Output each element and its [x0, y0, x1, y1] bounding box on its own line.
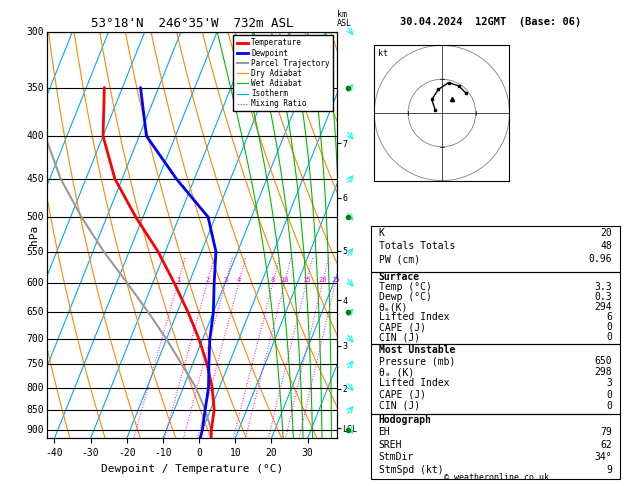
- Text: kt: kt: [378, 50, 388, 58]
- Text: 600: 600: [26, 278, 44, 288]
- Legend: Temperature, Dewpoint, Parcel Trajectory, Dry Adiabat, Wet Adiabat, Isotherm, Mi: Temperature, Dewpoint, Parcel Trajectory…: [233, 35, 333, 111]
- Text: 3: 3: [606, 379, 612, 388]
- Text: 25: 25: [331, 277, 340, 283]
- Text: 0.3: 0.3: [594, 292, 612, 302]
- Text: 650: 650: [594, 356, 612, 366]
- Text: 800: 800: [26, 382, 44, 393]
- Text: 500: 500: [26, 212, 44, 222]
- Text: K: K: [379, 228, 384, 238]
- Text: CIN (J): CIN (J): [379, 401, 420, 411]
- Bar: [371, 414, 620, 479]
- Text: 650: 650: [26, 307, 44, 317]
- Text: 30.04.2024  12GMT  (Base: 06): 30.04.2024 12GMT (Base: 06): [400, 17, 581, 27]
- Text: 4: 4: [237, 277, 241, 283]
- Text: PW (cm): PW (cm): [379, 254, 420, 264]
- Text: CAPE (J): CAPE (J): [379, 322, 426, 332]
- Text: 700: 700: [26, 334, 44, 344]
- Text: km
ASL: km ASL: [337, 10, 352, 28]
- Text: hPa: hPa: [29, 225, 39, 245]
- Text: Totals Totals: Totals Totals: [379, 241, 455, 251]
- Text: Lifted Index: Lifted Index: [379, 312, 449, 322]
- Bar: [371, 344, 620, 414]
- Text: 0: 0: [606, 390, 612, 399]
- Text: 550: 550: [26, 246, 44, 257]
- Bar: [371, 226, 620, 272]
- Text: 34°: 34°: [594, 452, 612, 463]
- Text: 0: 0: [606, 332, 612, 342]
- Text: 9: 9: [606, 465, 612, 475]
- Text: 20: 20: [318, 277, 326, 283]
- Text: © weatheronline.co.uk: © weatheronline.co.uk: [445, 473, 549, 482]
- Text: 15: 15: [302, 277, 311, 283]
- Text: Surface: Surface: [379, 272, 420, 282]
- Text: 0.96: 0.96: [589, 254, 612, 264]
- Text: 0: 0: [606, 401, 612, 411]
- Text: 750: 750: [26, 359, 44, 369]
- Text: CIN (J): CIN (J): [379, 332, 420, 342]
- Text: StmSpd (kt): StmSpd (kt): [379, 465, 443, 475]
- Text: 20: 20: [600, 228, 612, 238]
- Text: Hodograph: Hodograph: [379, 415, 431, 425]
- Text: 3: 3: [223, 277, 228, 283]
- Text: 6: 6: [606, 312, 612, 322]
- X-axis label: Dewpoint / Temperature (°C): Dewpoint / Temperature (°C): [101, 464, 283, 474]
- Text: Temp (°C): Temp (°C): [379, 282, 431, 292]
- Text: 10: 10: [281, 277, 289, 283]
- Text: 298: 298: [594, 367, 612, 377]
- Bar: [371, 272, 620, 344]
- Text: 294: 294: [594, 302, 612, 312]
- Text: 450: 450: [26, 174, 44, 184]
- Text: 8: 8: [271, 277, 275, 283]
- Text: θₑ (K): θₑ (K): [379, 367, 414, 377]
- Title: 53°18'N  246°35'W  732m ASL: 53°18'N 246°35'W 732m ASL: [91, 17, 293, 31]
- Text: CAPE (J): CAPE (J): [379, 390, 426, 399]
- Text: 79: 79: [600, 427, 612, 437]
- Text: 62: 62: [600, 440, 612, 450]
- Text: θₑ(K): θₑ(K): [379, 302, 408, 312]
- Text: 0: 0: [606, 322, 612, 332]
- Text: Dewp (°C): Dewp (°C): [379, 292, 431, 302]
- Text: 2: 2: [205, 277, 209, 283]
- Text: StmDir: StmDir: [379, 452, 414, 463]
- Text: SREH: SREH: [379, 440, 402, 450]
- Text: 900: 900: [26, 425, 44, 435]
- Text: EH: EH: [379, 427, 391, 437]
- Text: 350: 350: [26, 83, 44, 92]
- Text: 48: 48: [600, 241, 612, 251]
- Text: Lifted Index: Lifted Index: [379, 379, 449, 388]
- Text: Most Unstable: Most Unstable: [379, 345, 455, 355]
- Text: 3.3: 3.3: [594, 282, 612, 292]
- Text: 1: 1: [175, 277, 180, 283]
- Text: Pressure (mb): Pressure (mb): [379, 356, 455, 366]
- Text: 400: 400: [26, 131, 44, 141]
- Text: 850: 850: [26, 405, 44, 415]
- Text: 300: 300: [26, 27, 44, 36]
